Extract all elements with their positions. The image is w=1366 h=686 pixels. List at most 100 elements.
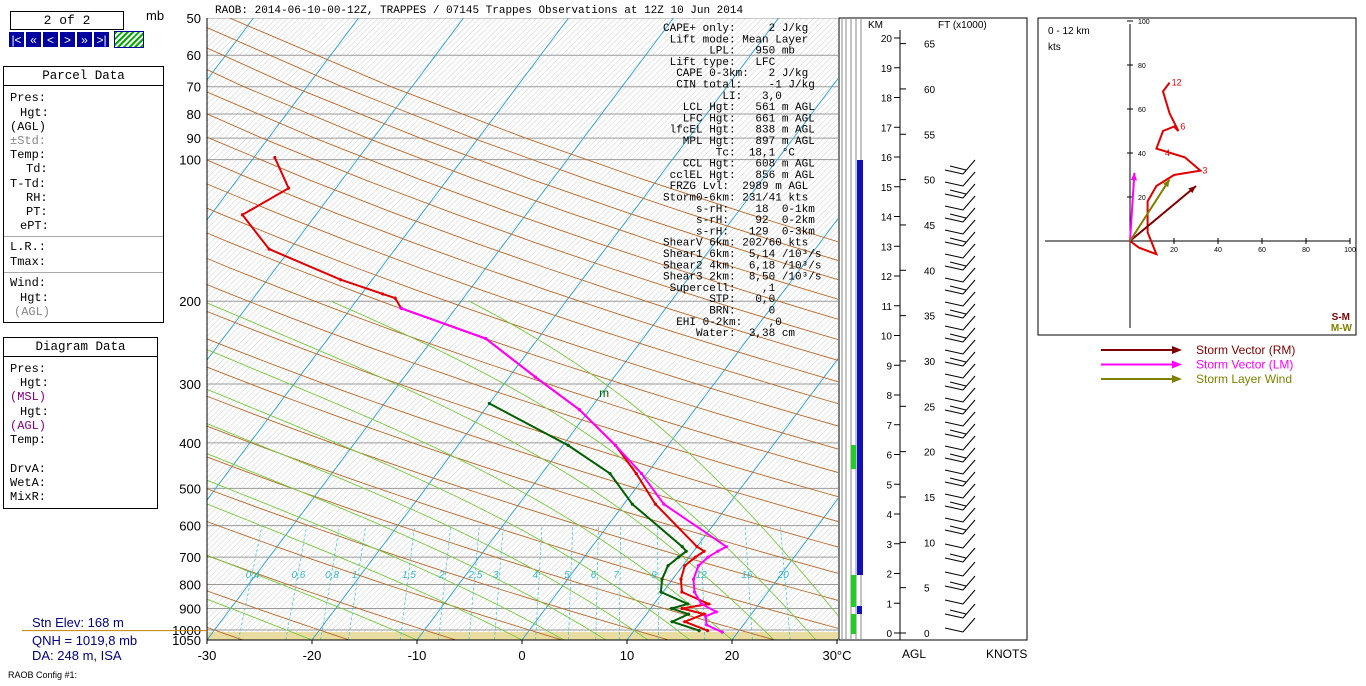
parcel-wind-agl-label: (AGL) <box>14 305 51 319</box>
wind-barb-flag <box>944 349 964 355</box>
stat-line: CIN total: -1 J/kg <box>663 80 815 92</box>
dry-adiabat-line <box>207 425 838 629</box>
dry-adiabat-line <box>207 488 669 640</box>
dry-adiabat-line <box>207 136 838 361</box>
km-tick-label: 5 <box>886 480 892 491</box>
diagram-pres-label: Pres: <box>10 362 47 376</box>
ft-tick-label: 30 <box>924 357 936 368</box>
hodo-v-tick-label: 60 <box>1138 107 1146 114</box>
parcel-trace-point <box>696 564 701 568</box>
stat-line: CCL Hgt: 608 m AGL <box>663 159 815 171</box>
dry-adiabat-line <box>207 159 838 383</box>
wind-barb-flag <box>949 309 967 315</box>
parcel-divider-1 <box>4 236 163 237</box>
hodo-u-tick-label: 40 <box>1214 247 1222 254</box>
wind-barb-flag <box>944 193 964 199</box>
pressure-tick-label: 300 <box>179 377 201 392</box>
wind-barb-flag <box>949 501 967 507</box>
km-tick-label: 15 <box>881 183 893 194</box>
isotherm-line <box>311 18 779 640</box>
wind-barb-flag <box>944 599 964 605</box>
wind-barb-staff <box>962 533 976 549</box>
dry-adiabat-line <box>207 310 838 522</box>
isotherm-line <box>626 357 838 640</box>
wind-barb-flag <box>944 205 964 211</box>
mixing-ratio-line <box>238 525 263 640</box>
wind-barb-staff <box>962 159 976 175</box>
hatch-toggle-button[interactable] <box>114 31 144 48</box>
isotherm-line <box>0 18 149 640</box>
wind-barb-flag <box>944 277 964 283</box>
previous-button[interactable]: < <box>42 31 59 48</box>
hodograph-range-label: 0 - 12 km <box>1048 26 1090 37</box>
wind-barb-flag <box>949 381 967 387</box>
temperature-trace-point <box>707 602 711 606</box>
fast-forward-button[interactable]: » <box>76 31 93 48</box>
stat-line: Shear1 6km: 5,14 /10³/s <box>663 249 821 261</box>
wind-barb-flag <box>944 229 964 235</box>
wind-barb-flag <box>944 421 964 427</box>
temperature-trace-point <box>702 549 706 553</box>
pressure-tick-label: 700 <box>179 550 201 565</box>
temperature-trace-point <box>653 502 657 506</box>
parcel-trace-point <box>724 545 728 549</box>
first-page-button[interactable]: |< <box>8 31 25 48</box>
isotherm-line <box>207 18 464 361</box>
navigation-bar: |< « < > » >| <box>8 31 144 49</box>
stat-line: Tc: 18,1 °C <box>663 147 795 159</box>
parcel-trace-point <box>399 306 403 310</box>
wind-barb-staff <box>962 363 976 379</box>
mixing-ratio-label: 2 <box>438 570 445 581</box>
left-panel: 2 of 2 mb |< « < > » >| Parcel Data Pres… <box>0 0 170 686</box>
next-button[interactable]: > <box>59 31 76 48</box>
temperature-trace-point <box>273 155 277 160</box>
wind-barb-flag <box>949 453 967 459</box>
isotherm-line <box>207 18 359 221</box>
wind-barb-staff <box>962 435 976 451</box>
parcel-trace-point <box>639 471 644 476</box>
dewpoint-trace-point <box>608 471 612 476</box>
wind-barb-flag <box>944 337 964 343</box>
parcel-hgt-label: Hgt: <box>20 106 49 120</box>
wind-barb-flag <box>949 333 967 339</box>
wind-barb-staff <box>962 561 976 577</box>
legend-label: Storm Vector (LM) <box>1196 358 1293 372</box>
rewind-button[interactable]: « <box>25 31 42 48</box>
stat-line: Lift mode: Mean Layer <box>663 34 808 46</box>
km-tick-label: 13 <box>881 242 893 253</box>
raob-config-label: RAOB Config #1: <box>8 670 78 680</box>
wind-barb-flag <box>944 613 964 619</box>
stat-line: Lift type: LFC <box>663 57 776 69</box>
wind-barb-flag <box>944 493 964 499</box>
parcel-trace-point <box>706 555 710 559</box>
stat-line: EHI 0-2km: ,0 <box>663 317 782 329</box>
stat-line: s-rH: 129 0-3km <box>663 226 815 238</box>
wind-barb-flag <box>949 213 967 219</box>
wind-barb-flag <box>944 313 964 319</box>
isotherm-line <box>731 497 838 640</box>
ft-tick-label: 5 <box>924 584 930 595</box>
height-and-wind-columns: KM FT (x1000)0123456789101112131415161718… <box>838 17 1028 661</box>
temperature-trace-point <box>339 278 343 282</box>
last-page-button[interactable]: >| <box>93 31 110 48</box>
temperature-tick-label: 10 <box>620 648 634 663</box>
stat-line: BRN: 0 <box>663 306 775 318</box>
parcel-trace-point <box>484 336 488 341</box>
dewpoint-trace-point <box>670 606 674 611</box>
mixing-ratio-line <box>744 525 753 640</box>
stat-line: LCL Hgt: 561 m AGL <box>663 102 815 114</box>
wind-barb-flag <box>944 265 964 271</box>
dry-adiabat-line <box>207 338 838 548</box>
hodo-u-tick-label: 20 <box>1170 247 1178 254</box>
side-panel-frame <box>838 17 1028 641</box>
wind-barb-flag <box>949 285 967 291</box>
grid-clip-group: 0,2 0,4 0,6 0,8 1 1,5 2 2,5 3 4 5 6 7 9 12 16 20 <box>0 18 838 640</box>
dry-adiabat-line <box>207 183 838 405</box>
wind-barb-staff <box>962 483 976 499</box>
diagram-header-title: RAOB: 2014-06-10-00-12Z, TRAPPES / 07145… <box>215 5 743 17</box>
wind-barb-flag <box>944 181 964 187</box>
mixing-ratio-label: 5 <box>564 570 570 581</box>
hodograph[interactable]: 20 20 40 40 60 60 80 80 100 100 0 - 12 km kts 12 6 4 3 S… <box>1037 17 1357 386</box>
temperature-trace-point <box>393 296 397 300</box>
